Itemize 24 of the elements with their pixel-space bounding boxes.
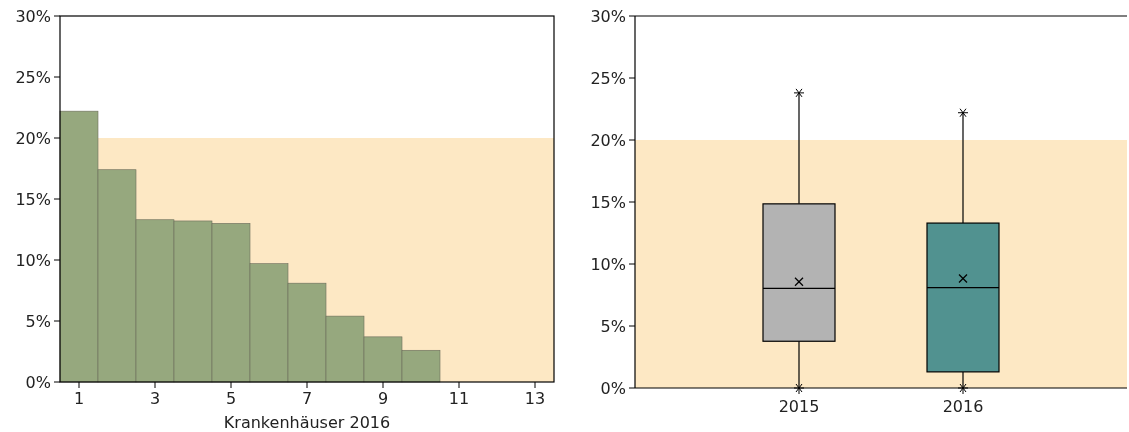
x-tick-label: 9 (377, 389, 389, 408)
y-tick-label: 5% (25, 311, 51, 331)
y-tick-label: 15% (590, 192, 626, 212)
y-tick-label: 30% (15, 6, 51, 26)
y-tick-label: 10% (15, 250, 51, 270)
y-tick-label: 5% (600, 316, 626, 336)
x-tick-label: 2015 (778, 397, 820, 416)
y-tick-label: 20% (15, 128, 51, 148)
y-tick-label: 25% (590, 68, 626, 88)
x-tick-label: 3 (149, 389, 161, 408)
x-tick-label: 13 (524, 389, 546, 408)
y-tick-label: 30% (590, 6, 626, 26)
y-tick-label: 20% (590, 130, 626, 150)
x-tick-label: 1 (73, 389, 85, 408)
x-tick-label: 11 (448, 389, 470, 408)
x-axis-title: Krankenhäuser 2016 (223, 413, 391, 432)
x-tick-label: 7 (301, 389, 313, 408)
x-tick-label: 5 (225, 389, 237, 408)
y-tick-label: 15% (15, 189, 51, 209)
y-tick-label: 0% (25, 372, 51, 392)
y-tick-label: 25% (15, 67, 51, 87)
y-tick-label: 10% (590, 254, 626, 274)
y-tick-label: 0% (600, 378, 626, 398)
x-tick-label: 2016 (942, 397, 984, 416)
